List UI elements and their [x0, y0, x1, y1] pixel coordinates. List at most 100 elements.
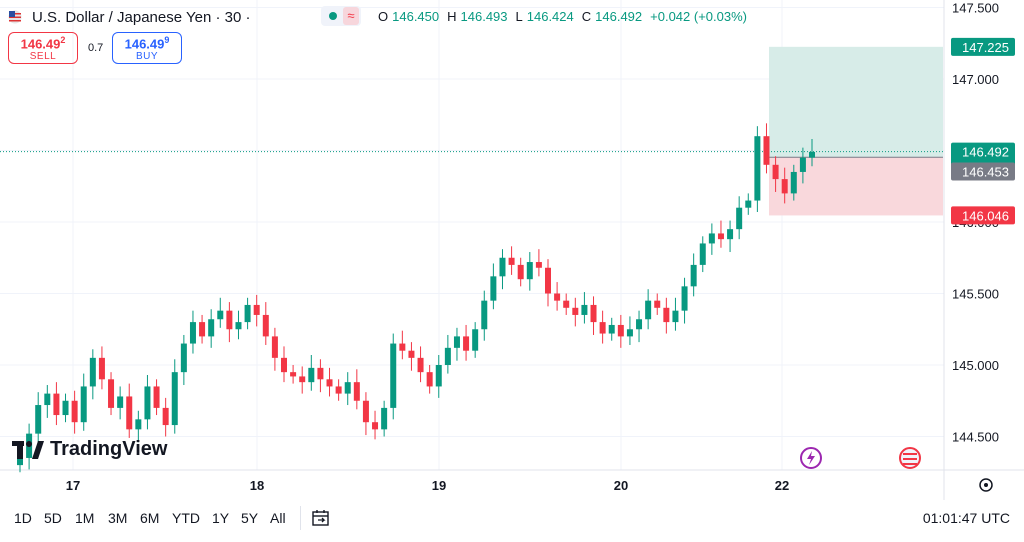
candle-body[interactable]	[135, 419, 142, 430]
candle-body[interactable]	[180, 343, 187, 373]
candle-body[interactable]	[708, 233, 715, 244]
timeframe-all[interactable]: All	[270, 510, 286, 526]
timeframe-1d[interactable]: 1D	[14, 510, 32, 526]
candle-body[interactable]	[71, 400, 78, 423]
candle-body[interactable]	[763, 136, 770, 165]
candle-body[interactable]	[89, 357, 96, 387]
candle-body[interactable]	[199, 322, 206, 337]
wave-icon[interactable]: ≈	[343, 7, 359, 25]
candle-body[interactable]	[299, 376, 306, 383]
candle-body[interactable]	[545, 267, 551, 294]
candle-body[interactable]	[490, 276, 497, 301]
candle-body[interactable]	[590, 304, 597, 323]
candle-body[interactable]	[372, 422, 379, 430]
candle-body[interactable]	[226, 310, 233, 330]
candle-body[interactable]	[626, 329, 633, 337]
candle-body[interactable]	[408, 350, 415, 358]
candle-body[interactable]	[453, 336, 460, 348]
symbol-title[interactable]: U.S. Dollar / Japanese Yen · 30 ·	[32, 8, 251, 26]
candle-body[interactable]	[399, 343, 406, 351]
candle-body[interactable]	[426, 372, 433, 387]
candle-body[interactable]	[144, 386, 151, 420]
candle-body[interactable]	[162, 407, 169, 426]
candle-body[interactable]	[208, 319, 215, 337]
candle-body[interactable]	[153, 386, 160, 408]
candle-body[interactable]	[326, 379, 333, 387]
candle-body[interactable]	[353, 382, 360, 401]
candle-body[interactable]	[599, 322, 606, 334]
candle-body[interactable]	[435, 365, 442, 387]
symbol-header[interactable]: U.S. Dollar / Japanese Yen · 30 ·	[8, 6, 250, 28]
candle-body[interactable]	[362, 400, 369, 423]
candle-body[interactable]	[608, 324, 615, 334]
timeframe-6m[interactable]: 6M	[140, 510, 160, 526]
candle-body[interactable]	[290, 372, 297, 377]
candle-body[interactable]	[417, 357, 424, 373]
candle-body[interactable]	[244, 304, 251, 323]
candle-body[interactable]	[171, 372, 178, 426]
candle-body[interactable]	[308, 367, 315, 383]
timeframe-1y[interactable]: 1Y	[212, 510, 230, 526]
candle-body[interactable]	[617, 324, 624, 337]
candle-body[interactable]	[736, 207, 743, 230]
candle-body[interactable]	[35, 405, 42, 434]
candle-body[interactable]	[253, 304, 260, 315]
candle-body[interactable]	[517, 264, 524, 280]
candle-body[interactable]	[80, 386, 87, 423]
candle-body[interactable]	[472, 329, 479, 351]
candle-body[interactable]	[108, 379, 115, 408]
candle-body[interactable]	[262, 314, 269, 337]
candle-body[interactable]	[727, 229, 734, 240]
candle-body[interactable]	[189, 322, 196, 344]
candle-body[interactable]	[53, 393, 60, 416]
timeframe-3m[interactable]: 3M	[108, 510, 128, 526]
settings-gear-icon[interactable]	[979, 478, 993, 492]
candle-body[interactable]	[281, 357, 287, 373]
candle-body[interactable]	[126, 396, 133, 430]
candle-body[interactable]	[44, 393, 51, 406]
candle-body[interactable]	[271, 336, 278, 358]
candle-body[interactable]	[636, 319, 643, 330]
clock[interactable]: 01:01:47 UTC	[922, 510, 1010, 526]
candle-body[interactable]	[690, 264, 697, 287]
candle-body[interactable]	[772, 164, 779, 180]
tradingview-logo[interactable]: TradingView	[12, 438, 167, 461]
candle-body[interactable]	[98, 357, 105, 380]
candle-body[interactable]	[117, 396, 124, 408]
price-chart[interactable]: 147.500147.000146.500146.000145.500145.0…	[0, 0, 1024, 500]
date-range-icon[interactable]	[311, 508, 331, 531]
candle-body[interactable]	[381, 407, 388, 430]
candle-body[interactable]	[572, 307, 579, 315]
candle-body[interactable]	[390, 343, 397, 408]
sell-button[interactable]: 146.492 SELL	[8, 32, 78, 64]
candle-body[interactable]	[745, 200, 752, 208]
candle-body[interactable]	[663, 307, 670, 323]
candle-body[interactable]	[17, 457, 23, 466]
candle-body[interactable]	[554, 293, 561, 301]
candle-body[interactable]	[463, 336, 470, 351]
timeframe-ytd[interactable]: YTD	[172, 510, 200, 526]
timeframe-5y[interactable]: 5Y	[241, 510, 259, 526]
candle-body[interactable]	[499, 257, 506, 277]
candle-body[interactable]	[799, 157, 806, 172]
candle-body[interactable]	[781, 179, 788, 194]
buy-button[interactable]: 146.499 BUY	[112, 32, 182, 64]
candle-body[interactable]	[717, 233, 724, 240]
candle-body[interactable]	[754, 136, 761, 201]
candle-body[interactable]	[645, 300, 652, 320]
candle-body[interactable]	[535, 262, 542, 268]
candle-body[interactable]	[62, 400, 69, 416]
candle-body[interactable]	[444, 347, 451, 365]
candle-body[interactable]	[508, 257, 515, 265]
candle-body[interactable]	[526, 262, 533, 280]
candle-body[interactable]	[235, 322, 242, 330]
candle-body[interactable]	[654, 300, 661, 308]
candle-body[interactable]	[335, 386, 342, 394]
candle-body[interactable]	[699, 243, 706, 265]
market-status-pill[interactable]: ≈	[321, 6, 361, 26]
candle-body[interactable]	[317, 367, 324, 380]
candle-body[interactable]	[672, 310, 679, 323]
candle-body[interactable]	[809, 151, 815, 158]
candle-body[interactable]	[581, 304, 588, 315]
timeframe-1m[interactable]: 1M	[75, 510, 95, 526]
